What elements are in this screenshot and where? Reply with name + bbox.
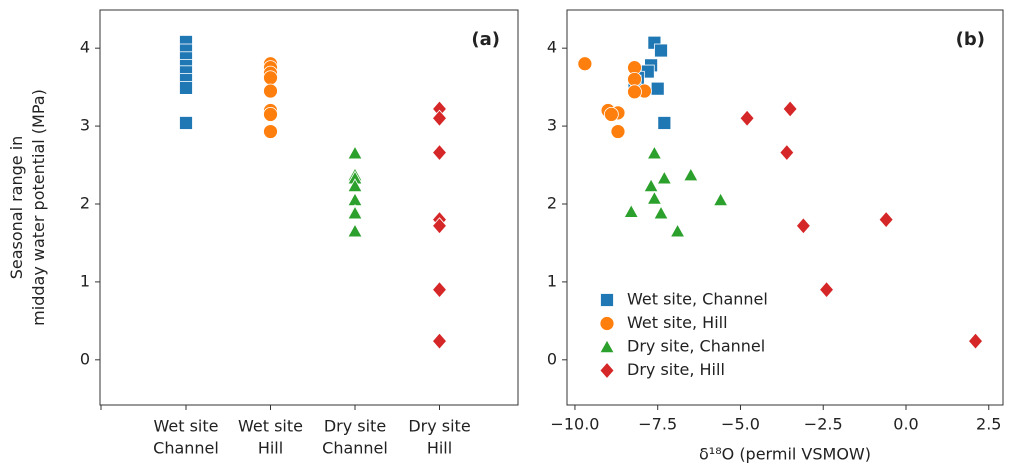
y-tick-label: 4: [547, 38, 557, 57]
marker-square: [179, 116, 193, 130]
marker-circle: [627, 71, 642, 87]
x-tick-label: −7.5: [638, 415, 677, 434]
x-tick-label: Wet site: [238, 417, 303, 436]
x-tick-label: Channel: [153, 439, 219, 458]
marker-diamond: [819, 281, 835, 299]
marker-triangle: [347, 178, 363, 193]
legend-label: Dry site, Hill: [627, 360, 725, 379]
marker-triangle: [643, 178, 659, 193]
marker-diamond: [967, 332, 984, 350]
marker-diamond: [599, 361, 615, 380]
x-tick-label: −10.0: [550, 415, 599, 434]
plot-frame: [566, 9, 1004, 406]
marker-diamond: [779, 143, 795, 162]
marker-triangle: [347, 223, 363, 238]
y-tick-label: 0: [547, 349, 557, 368]
marker-triangle: [347, 205, 363, 220]
marker-square: [654, 43, 668, 58]
x-tick-label: Dry site: [324, 417, 386, 436]
y-tick-label: 1: [80, 271, 90, 290]
y-tick-label: 1: [547, 271, 557, 290]
marker-triangle: [646, 145, 663, 160]
marker-triangle: [653, 205, 669, 220]
marker-circle: [263, 124, 278, 139]
y-tick-label: 2: [547, 193, 557, 212]
y-tick-label: 3: [80, 116, 90, 135]
x-tick-label: 2.5: [976, 415, 1001, 434]
legend-label: Wet site, Channel: [627, 290, 768, 309]
marker-circle: [263, 83, 278, 99]
marker-triangle: [683, 167, 699, 182]
legend-label: Dry site, Channel: [627, 337, 765, 356]
x-tick-label: −5.0: [721, 415, 760, 434]
marker-triangle: [347, 145, 363, 160]
marker-diamond: [431, 143, 448, 162]
marker-square: [650, 81, 665, 96]
panel-label: (b): [956, 29, 985, 50]
x-axis-label: δ¹⁸O (permil VSMOW): [699, 445, 871, 464]
marker-triangle: [347, 192, 363, 207]
marker-circle: [610, 124, 626, 139]
panel-label: (a): [471, 29, 500, 50]
y-tick-label: 2: [80, 193, 90, 212]
marker-diamond: [431, 109, 448, 127]
y-tick-label: 3: [547, 116, 557, 135]
y-axis-label-line: midday water potential (MPa): [29, 89, 48, 326]
x-tick-label: Dry site: [408, 417, 470, 436]
marker-triangle: [646, 190, 663, 205]
marker-circle: [263, 106, 278, 122]
x-tick-label: −2.5: [804, 415, 843, 434]
marker-diamond: [431, 217, 448, 235]
x-tick-label: 0.0: [893, 415, 918, 434]
marker-diamond: [782, 100, 798, 118]
y-tick-label: 0: [80, 349, 90, 368]
marker-triangle: [623, 203, 639, 218]
marker-circle: [599, 316, 615, 331]
marker-diamond: [795, 217, 811, 235]
x-tick-label: Hill: [258, 439, 283, 458]
marker-circle: [263, 70, 278, 86]
x-tick-label: Channel: [322, 439, 388, 458]
marker-circle: [577, 56, 593, 72]
marker-diamond: [431, 281, 448, 299]
x-tick-label: Hill: [427, 439, 452, 458]
marker-triangle: [656, 170, 673, 185]
marker-square: [600, 293, 614, 307]
plot-frame: [99, 9, 519, 406]
marker-diamond: [878, 210, 894, 229]
x-tick-label: Wet site: [154, 417, 219, 436]
y-axis-label: Seasonal range in midday water potential …: [7, 89, 48, 326]
marker-square: [179, 81, 193, 95]
marker-triangle: [712, 192, 729, 207]
marker-diamond: [739, 109, 755, 127]
marker-diamond: [431, 332, 448, 350]
marker-square: [657, 116, 672, 130]
legend-label: Wet site, Hill: [627, 313, 728, 332]
marker-circle: [627, 84, 642, 100]
marker-triangle: [669, 223, 686, 238]
marker-triangle: [599, 339, 615, 354]
y-tick-label: 4: [80, 38, 90, 57]
marker-circle: [603, 106, 619, 122]
y-axis-label-line: Seasonal range in: [7, 136, 26, 280]
